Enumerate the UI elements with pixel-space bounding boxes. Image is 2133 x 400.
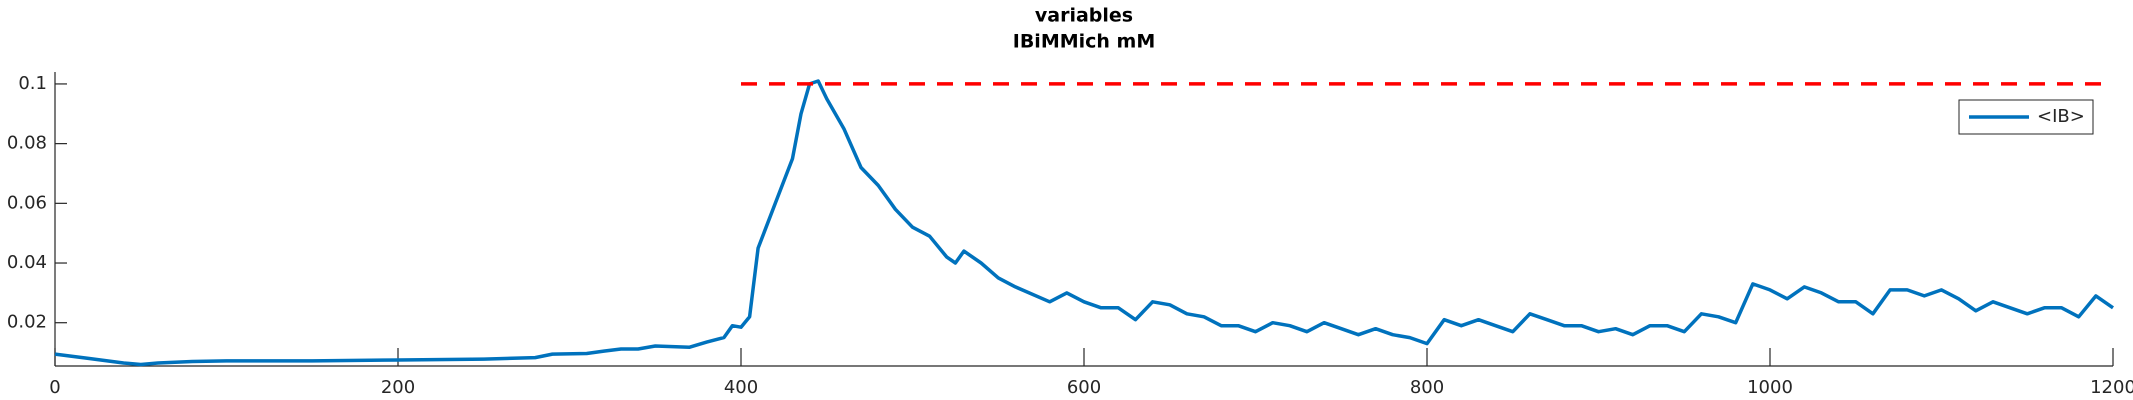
x-tick-label: 800 (1410, 377, 1444, 398)
x-tick-label: 1000 (1747, 377, 1793, 398)
chart-title: variables (1035, 5, 1133, 27)
y-tick-label: 0.04 (7, 252, 47, 273)
legend-label: <IB> (2037, 106, 2085, 127)
y-tick-label: 0.06 (7, 192, 47, 213)
x-tick-label: 200 (381, 377, 415, 398)
x-tick-label: 400 (724, 377, 758, 398)
chart-subtitle: IBiMMich mM (1013, 31, 1156, 53)
x-tick-label: 0 (49, 377, 60, 398)
data-line (54, 79, 2114, 367)
y-tick-label: 0.08 (7, 133, 47, 154)
x-tick-label: 1200 (2090, 377, 2133, 398)
x-tick-label: 600 (1067, 377, 1101, 398)
y-tick-label: 0.02 (7, 312, 47, 333)
y-tick-label: 0.1 (18, 73, 47, 94)
